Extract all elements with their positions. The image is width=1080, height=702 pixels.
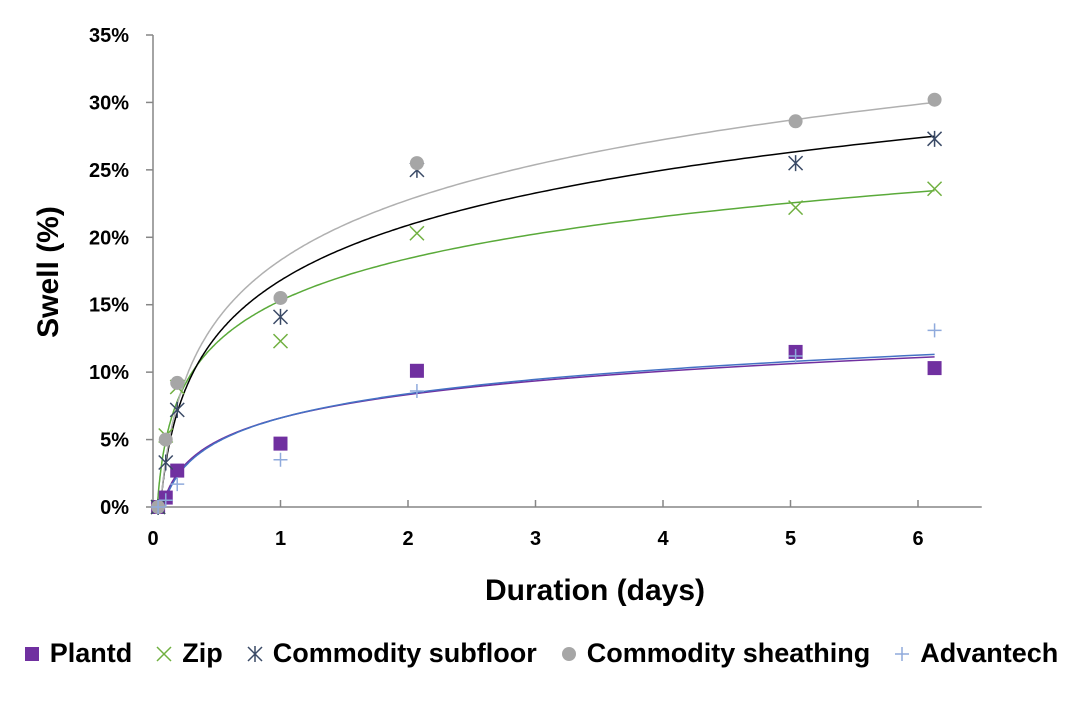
data-point-series-3 — [273, 290, 288, 305]
y-tick-label: 0% — [100, 497, 129, 519]
legend-marker-icon — [156, 645, 172, 662]
data-point-series-3 — [927, 92, 942, 107]
data-point-series-0 — [273, 436, 288, 451]
data-point-series-4 — [151, 500, 166, 514]
legend-label: Plantd — [49, 638, 133, 668]
y-tick-label: 10% — [89, 362, 129, 384]
legend-item: Zip — [154, 638, 223, 669]
y-tick-label: 20% — [89, 227, 129, 249]
legend-item: Commodity sheathing — [559, 638, 871, 669]
data-point-series-1 — [409, 225, 425, 241]
data-point-series-4 — [170, 477, 185, 492]
data-point-series-2 — [272, 308, 289, 325]
legend: Plantd Zip Commodity subfloor Commodity she… — [0, 638, 1080, 669]
y-axis-label: Swell (%) — [32, 206, 65, 338]
data-point-series-4 — [927, 323, 942, 338]
x-tick-label: 2 — [402, 528, 413, 550]
y-tick-label: 30% — [89, 92, 129, 114]
data-point-series-0 — [170, 463, 185, 478]
y-tick-label: 35% — [89, 25, 129, 47]
data-point-series-1 — [927, 181, 943, 197]
legend-marker — [24, 646, 39, 661]
legend-marker — [561, 646, 576, 661]
data-point-series-4 — [409, 384, 424, 399]
data-point-series-4 — [273, 452, 288, 467]
data-point-series-0 — [927, 361, 942, 376]
data-point-series-3 — [158, 432, 173, 447]
legend-item: Commodity subfloor — [245, 638, 537, 669]
y-tick-label: 5% — [100, 430, 129, 452]
legend-label: Commodity subfloor — [272, 638, 537, 668]
x-tick-label: 5 — [785, 528, 796, 550]
x-tick-label: 6 — [912, 528, 923, 550]
data-point-series-2 — [158, 454, 174, 471]
y-tick-label: 15% — [89, 295, 129, 317]
data-point-series-2 — [788, 155, 804, 172]
data-point-series-3 — [409, 156, 424, 171]
legend-label: Commodity sheathing — [586, 638, 871, 668]
legend-marker-icon — [247, 645, 263, 662]
legend-label: Zip — [182, 638, 223, 668]
axes: 0% 5% 10% 15% 20% 25% 30% 35% 0 1 2 3 4 5 6 — [89, 25, 982, 550]
data-point-series-1 — [788, 200, 804, 216]
x-tick-label: 3 — [530, 528, 541, 550]
legend-marker-icon — [24, 646, 39, 661]
data-point-series-4 — [788, 348, 803, 363]
trendline-4 — [162, 353, 935, 508]
legend-marker — [895, 646, 910, 661]
data-point-series-0 — [409, 363, 424, 378]
chart: 0%5%10%15%20%25%30%35%0 1 2 3 4 5 6 Swell (%) … — [32, 25, 982, 607]
data-point-series-4 — [158, 493, 173, 508]
legend-marker — [156, 645, 172, 662]
data-point-series-3 — [788, 114, 803, 129]
x-tick-label: 0 — [147, 528, 158, 550]
data-point-series-2 — [169, 401, 185, 418]
data-point-series-3 — [170, 375, 185, 390]
data-points — [150, 92, 943, 515]
data-point-series-2 — [927, 130, 943, 147]
x-axis-label: Duration (days) — [485, 574, 705, 607]
data-point-series-1 — [272, 333, 289, 349]
legend-item: Advantech — [892, 638, 1058, 669]
legend-marker-icon — [895, 646, 910, 661]
legend-marker-icon — [561, 646, 576, 661]
y-tick-label: 25% — [89, 160, 129, 182]
x-tick-label: 4 — [657, 528, 669, 550]
trendline-0 — [161, 356, 935, 508]
legend-label: Advantech — [920, 638, 1059, 668]
trendline-1 — [156, 189, 935, 507]
legend-marker — [247, 645, 263, 662]
legend-item: Plantd — [22, 638, 133, 669]
x-tick-label: 1 — [275, 528, 286, 550]
